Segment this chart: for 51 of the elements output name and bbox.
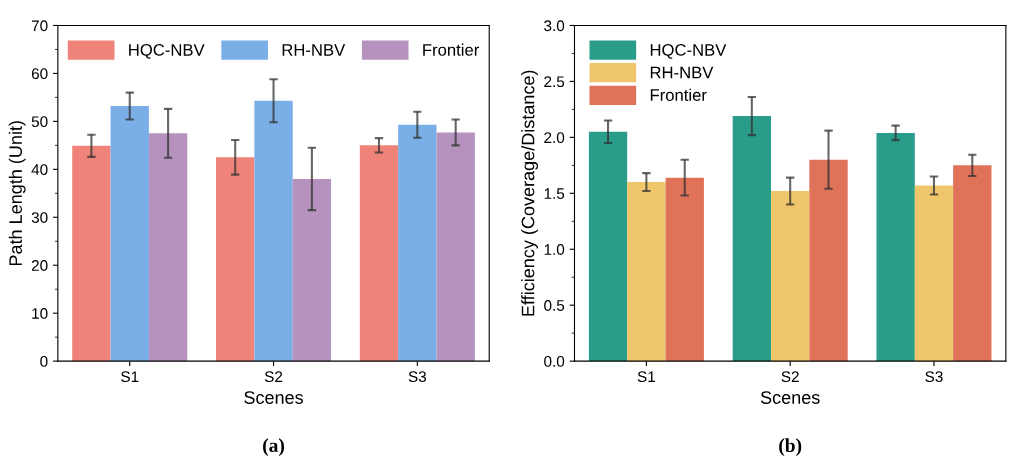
bar [292,178,332,362]
y-tick-label: 60 [31,68,48,80]
legend-label: Frontier [423,43,480,56]
bar [953,165,992,362]
x-tick-label: S1 [121,371,139,383]
y-tick-label: 3.0 [544,20,565,32]
y-tick-label: 1.0 [544,244,565,255]
text: (b) [779,438,802,456]
y-tick-label: 70 [31,20,48,32]
bar [254,100,293,362]
legend-label: Frontier [650,88,707,101]
bar [110,106,149,362]
y-tick-label: 2.5 [544,76,565,88]
x-tick-label: S3 [925,371,943,383]
bar [732,116,772,362]
y-tick-label: 10 [32,308,48,319]
y-axis-title: Path Length (Unit) [8,121,26,266]
y-tick-label: 0.0 [544,356,565,367]
bar [627,182,666,362]
bar [72,145,111,362]
legend-label: RH-NBV [650,66,714,79]
legend-label: HQC-NBV [650,43,727,59]
y-tick-label: 50 [31,116,48,128]
bar [216,157,255,362]
x-tick-label: S3 [408,371,427,383]
bar [771,191,810,362]
y-tick-label: 0 [40,356,48,367]
bar [436,132,475,362]
x-tick-label: S2 [264,371,283,383]
y-tick-label: 30 [31,212,48,223]
bar [809,159,848,362]
x-axis-title: Scenes [244,391,303,404]
text: (a) [263,438,285,456]
bar [876,132,915,362]
y-tick-label: 1.5 [544,188,565,199]
bar [398,124,437,362]
y-axis-title: Efficiency (Coverage/Distance) [521,70,538,316]
x-tick-label: S2 [781,371,799,383]
bar [148,133,188,362]
bar [588,131,628,362]
y-tick-label: 40 [31,164,48,176]
y-tick-label: 0.5 [544,300,565,311]
x-axis-title: Scenes [760,391,820,404]
bar [665,177,704,362]
legend-label: HQC-NBV [129,43,205,59]
y-tick-label: 20 [31,260,48,271]
legend-label: RH-NBV [282,44,346,56]
y-tick-label: 2.0 [544,132,565,144]
x-tick-label: S1 [637,371,655,383]
bar [359,145,399,362]
bar [914,185,954,362]
